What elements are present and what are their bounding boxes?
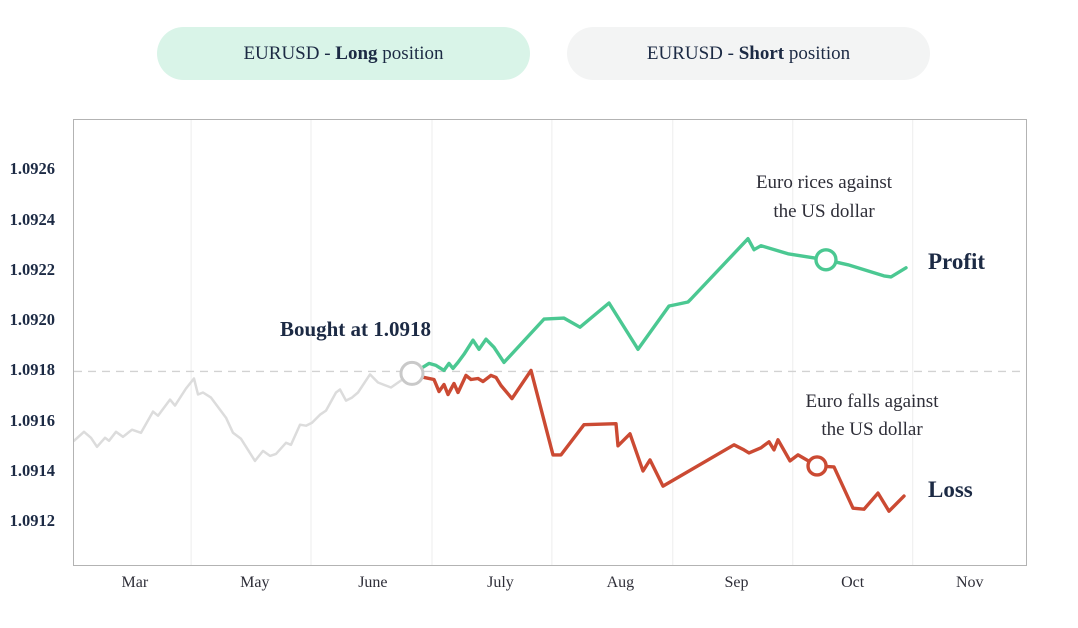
y-tick-label: 1.0916 <box>9 410 55 430</box>
profit-label: Profit <box>928 249 986 274</box>
euro-rises-line2: the US dollar <box>773 201 875 222</box>
x-tick-label: Oct <box>841 574 865 591</box>
euro-falls-line2: the US dollar <box>821 419 923 440</box>
x-tick-label: Nov <box>956 574 984 591</box>
short-button-label: EURUSD - Short position <box>646 42 851 64</box>
series-long-position-profit <box>411 236 908 375</box>
bought-point-marker <box>399 360 425 386</box>
bought-annotation: Bought at 1.0918 <box>279 317 432 341</box>
x-tick-label: Aug <box>606 574 635 591</box>
price-chart <box>73 119 1027 566</box>
y-axis: 1.0926 1.0924 1.0922 1.0920 1.0918 1.0916 1.09… <box>0 119 55 564</box>
euro-falls-line1: Euro falls against <box>805 391 939 412</box>
loss-point-marker <box>806 455 828 477</box>
x-axis: Mar May June July Aug Sep Oct Nov <box>73 574 1025 600</box>
y-tick-label: 1.0920 <box>9 310 55 330</box>
x-tick-label: Mar <box>121 574 149 591</box>
series-short-position-loss <box>411 368 906 513</box>
x-tick-label: June <box>358 574 388 591</box>
loss-label: Loss <box>928 477 973 502</box>
y-tick-label: 1.0924 <box>9 209 55 229</box>
x-tick-label: May <box>240 574 270 591</box>
y-tick-label: 1.0918 <box>9 360 55 380</box>
x-tick-label: July <box>487 574 514 591</box>
plot-area <box>74 120 1026 565</box>
profit-point-marker <box>814 248 838 272</box>
series-price-history <box>74 372 412 463</box>
long-position-button[interactable]: EURUSD - Long position <box>157 27 530 80</box>
short-position-button[interactable]: EURUSD - Short position <box>567 27 930 80</box>
y-tick-label: 1.0912 <box>9 511 55 531</box>
euro-rises-annotation: Euro rices against the US dollar <box>714 168 934 226</box>
euro-falls-annotation: Euro falls against the US dollar <box>762 388 982 444</box>
y-tick-label: 1.0922 <box>9 259 55 279</box>
x-tick-label: Sep <box>724 574 749 591</box>
y-tick-label: 1.0926 <box>9 159 55 179</box>
long-button-label: EURUSD - Long position <box>243 42 444 64</box>
euro-rises-line1: Euro rices against <box>755 172 893 193</box>
y-tick-label: 1.0914 <box>9 460 55 480</box>
